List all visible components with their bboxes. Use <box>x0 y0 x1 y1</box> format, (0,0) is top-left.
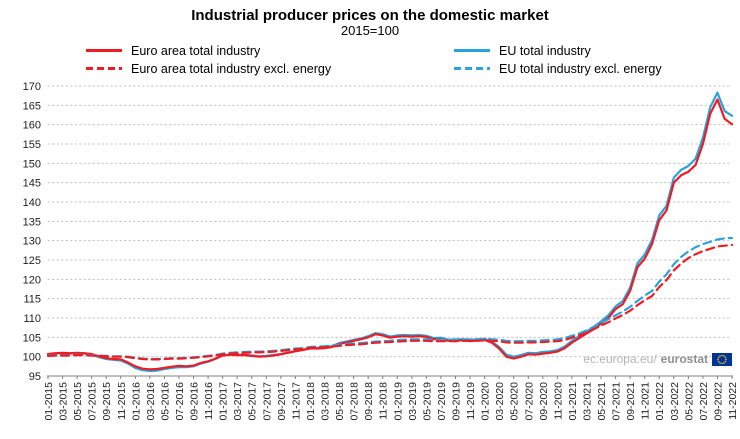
legend-item-eu-total: EU total industry <box>454 43 740 58</box>
legend-item-eu-excl-energy: EU total industry excl. energy <box>454 61 740 76</box>
svg-text:155: 155 <box>23 139 41 151</box>
svg-text:125: 125 <box>23 255 41 267</box>
svg-text:07-2021: 07-2021 <box>611 382 623 421</box>
svg-text:11-2016: 11-2016 <box>203 382 215 420</box>
svg-text:11-2017: 11-2017 <box>290 382 302 420</box>
svg-text:09-2019: 09-2019 <box>451 382 463 421</box>
svg-text:11-2015: 11-2015 <box>116 382 128 420</box>
legend-label: EU total industry excl. energy <box>499 61 662 76</box>
svg-text:03-2016: 03-2016 <box>145 382 157 421</box>
series-line-1 <box>46 91 734 373</box>
svg-text:135: 135 <box>23 217 41 229</box>
svg-text:05-2018: 05-2018 <box>334 382 346 421</box>
svg-text:07-2016: 07-2016 <box>174 382 186 421</box>
svg-text:05-2019: 05-2019 <box>421 382 433 421</box>
legend: Euro area total industry EU total indust… <box>86 43 740 76</box>
svg-text:09-2016: 09-2016 <box>189 382 201 421</box>
svg-text:03-2019: 03-2019 <box>407 382 419 421</box>
svg-text:03-2022: 03-2022 <box>669 382 681 421</box>
svg-text:09-2021: 09-2021 <box>625 382 637 421</box>
series-line-2 <box>46 243 734 361</box>
svg-text:05-2022: 05-2022 <box>683 382 695 421</box>
svg-text:11-2022: 11-2022 <box>727 382 739 420</box>
svg-text:07-2018: 07-2018 <box>349 382 361 421</box>
series-line-3 <box>46 237 734 361</box>
svg-text:01-2019: 01-2019 <box>392 382 404 421</box>
svg-text:05-2021: 05-2021 <box>596 382 608 421</box>
red-solid-line-icon <box>86 49 122 53</box>
svg-text:150: 150 <box>23 159 41 171</box>
svg-text:115: 115 <box>23 294 41 306</box>
watermark-brand: eurostat <box>660 352 708 366</box>
legend-label: EU total industry <box>499 43 591 58</box>
svg-text:110: 110 <box>23 313 41 325</box>
svg-text:130: 130 <box>23 236 41 248</box>
svg-text:01-2018: 01-2018 <box>305 382 317 421</box>
svg-text:09-2022: 09-2022 <box>712 382 724 421</box>
svg-text:03-2017: 03-2017 <box>232 382 244 421</box>
svg-text:120: 120 <box>23 275 41 287</box>
svg-text:07-2017: 07-2017 <box>261 382 273 421</box>
svg-text:105: 105 <box>23 333 41 345</box>
svg-text:100: 100 <box>23 352 41 364</box>
svg-text:95: 95 <box>29 371 41 383</box>
chart-title: Industrial producer prices on the domest… <box>191 7 549 24</box>
svg-text:09-2015: 09-2015 <box>101 382 113 421</box>
series-line-0 <box>46 98 734 371</box>
svg-text:07-2015: 07-2015 <box>87 382 99 421</box>
svg-text:01-2017: 01-2017 <box>218 382 230 421</box>
svg-text:05-2016: 05-2016 <box>159 382 171 421</box>
svg-text:165: 165 <box>23 101 41 113</box>
svg-text:07-2020: 07-2020 <box>523 382 535 421</box>
svg-text:01-2015: 01-2015 <box>43 382 55 421</box>
legend-label: Euro area total industry excl. energy <box>131 61 332 76</box>
legend-label: Euro area total industry <box>131 43 261 58</box>
svg-text:07-2019: 07-2019 <box>436 382 448 421</box>
svg-text:11-2019: 11-2019 <box>465 382 477 420</box>
svg-text:05-2017: 05-2017 <box>247 382 259 421</box>
svg-text:09-2017: 09-2017 <box>276 382 288 421</box>
svg-text:160: 160 <box>23 120 41 132</box>
svg-text:03-2015: 03-2015 <box>58 382 70 421</box>
svg-text:11-2020: 11-2020 <box>552 382 564 420</box>
chart-subtitle: 2015=100 <box>340 23 400 39</box>
svg-text:11-2021: 11-2021 <box>640 382 652 420</box>
svg-text:03-2021: 03-2021 <box>582 382 594 421</box>
svg-text:03-2018: 03-2018 <box>320 382 332 421</box>
svg-text:09-2018: 09-2018 <box>363 382 375 421</box>
watermark-url: ec.europa.eu/ <box>583 352 657 366</box>
legend-item-euro-area-excl-energy: Euro area total industry excl. energy <box>86 61 454 76</box>
svg-text:09-2020: 09-2020 <box>538 382 550 421</box>
svg-text:05-2020: 05-2020 <box>509 382 521 421</box>
svg-text:01-2016: 01-2016 <box>130 382 142 421</box>
blue-solid-line-icon <box>454 49 490 53</box>
svg-text:05-2015: 05-2015 <box>72 382 84 421</box>
svg-text:03-2020: 03-2020 <box>494 382 506 421</box>
red-dashed-line-icon <box>86 67 122 71</box>
svg-text:01-2022: 01-2022 <box>654 382 666 421</box>
producer-prices-line-chart: 95 100 105 110 115 120 125 130 135 140 145 150 155 16… <box>23 81 739 421</box>
eu-flag-icon <box>712 352 732 366</box>
legend-item-euro-area-total: Euro area total industry <box>86 43 454 58</box>
svg-text:01-2020: 01-2020 <box>480 382 492 421</box>
svg-text:145: 145 <box>23 178 41 190</box>
svg-text:170: 170 <box>23 81 41 93</box>
svg-text:01-2021: 01-2021 <box>567 382 579 421</box>
blue-dashed-line-icon <box>454 67 490 71</box>
svg-text:07-2022: 07-2022 <box>698 382 710 421</box>
svg-text:140: 140 <box>23 197 41 209</box>
watermark: ec.europa.eu/eurostat <box>583 352 732 366</box>
svg-text:11-2018: 11-2018 <box>378 382 390 420</box>
